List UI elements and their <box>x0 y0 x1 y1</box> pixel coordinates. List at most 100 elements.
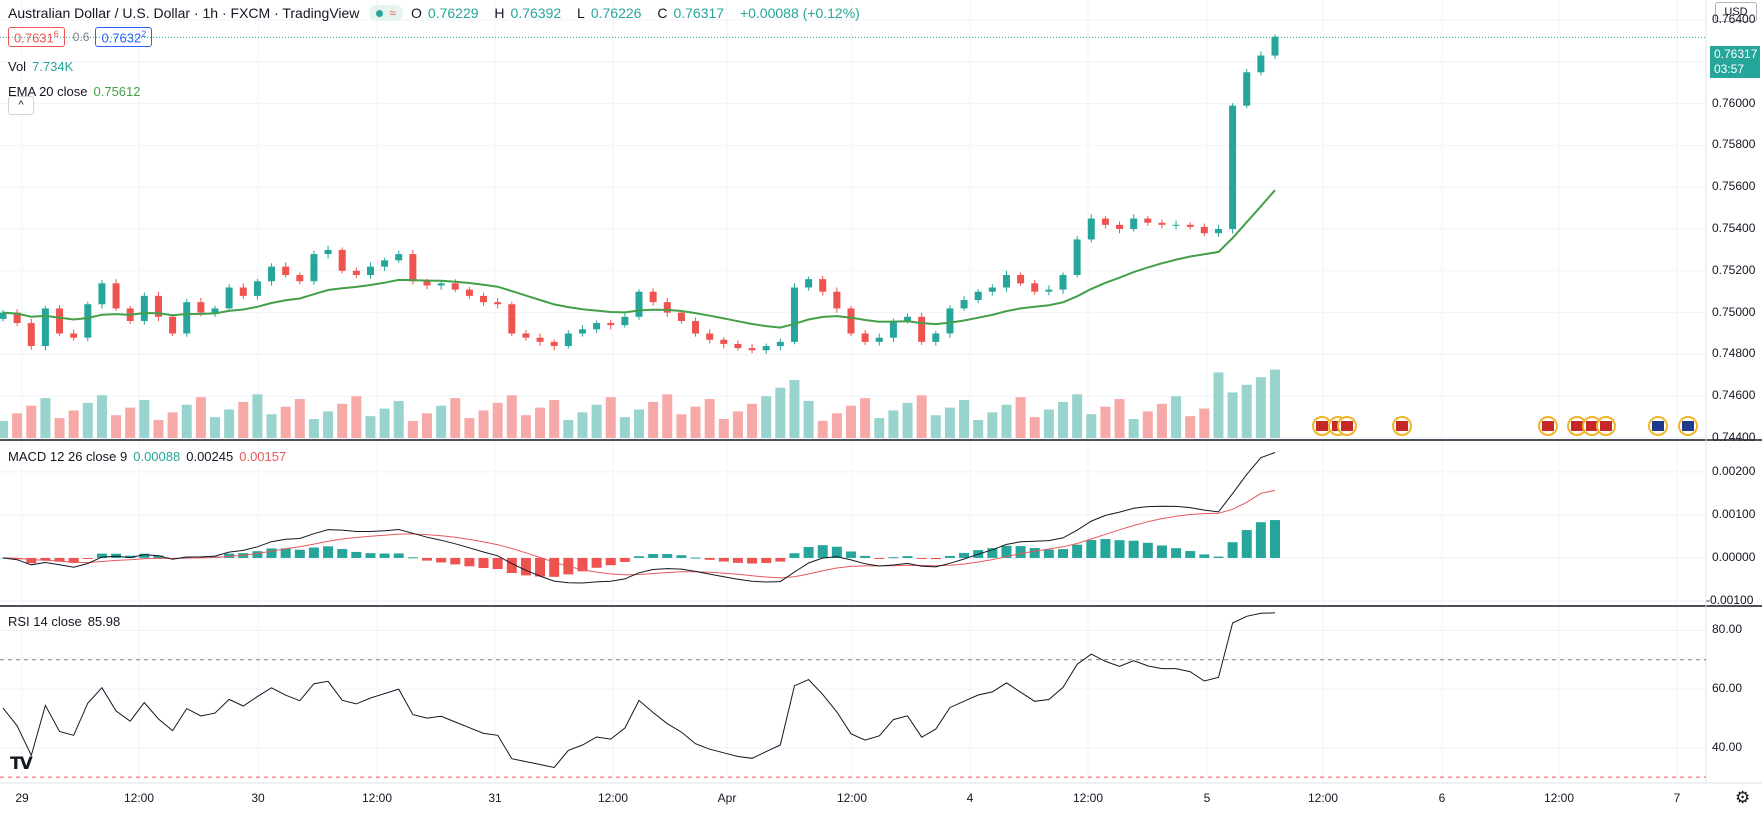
candle-body <box>423 281 431 286</box>
volume-bar <box>902 402 913 438</box>
candle-body <box>790 287 798 342</box>
volume-bar <box>1114 399 1125 438</box>
last-price-tag: 0.76317 03:57 <box>1710 46 1760 78</box>
volume-bar <box>68 410 79 438</box>
macd-hist-bar <box>1043 549 1054 558</box>
macd-hist-bar <box>902 556 913 558</box>
candle-body <box>522 333 530 338</box>
macd-hist-bar <box>1171 548 1182 558</box>
candle-body <box>0 312 7 319</box>
sell-button[interactable]: 0.76316 <box>8 27 65 48</box>
volume-bar <box>1128 419 1139 438</box>
macd-hist-bar <box>1227 542 1238 558</box>
candle-body <box>946 308 954 334</box>
macd-hist-bar <box>619 557 630 562</box>
macd-hist-bar <box>718 557 729 562</box>
buy-button[interactable]: 0.76322 <box>95 27 153 48</box>
flag-fill <box>1652 421 1664 431</box>
candle-body <box>974 291 982 301</box>
candle-body <box>494 302 502 305</box>
candle-body <box>847 308 855 334</box>
candle-body <box>465 289 473 296</box>
candle-body <box>776 341 784 347</box>
volume-bar <box>718 419 729 438</box>
tradingview-logo-icon[interactable]: TV <box>10 754 33 774</box>
collapse-legend-button[interactable]: ^ <box>8 96 34 115</box>
candle-body <box>1172 224 1180 226</box>
candle-body <box>932 333 940 342</box>
candle-body <box>1017 274 1025 284</box>
macd-hist-bar <box>407 557 418 559</box>
candle-body <box>875 337 883 342</box>
volume-bar <box>1029 417 1040 438</box>
macd-hist-bar <box>662 554 673 558</box>
volume-bar <box>323 411 334 438</box>
candle-body <box>13 312 21 324</box>
flag-fill <box>1316 421 1328 431</box>
macd-hist-bar <box>1114 540 1125 558</box>
symbol-title[interactable]: Australian Dollar / U.S. Dollar · 1h · F… <box>8 5 360 21</box>
volume-bar <box>12 413 23 438</box>
time-axis-label: 12:00 <box>1307 791 1339 805</box>
volume-bar <box>704 399 715 438</box>
volume-bar <box>577 412 588 438</box>
macd-hist-bar <box>860 555 871 558</box>
candle-body <box>1214 229 1222 234</box>
volume-bar <box>252 394 263 438</box>
candle-body <box>409 254 417 282</box>
macd-hist-bar <box>1213 556 1224 558</box>
candle-body <box>324 249 332 255</box>
candle-body <box>1002 274 1010 288</box>
macd-hist-bar <box>676 555 687 558</box>
market-status-badge[interactable]: ≈ <box>369 5 404 21</box>
macd-hist-bar <box>1015 546 1026 558</box>
macd-hist-bar <box>591 557 602 568</box>
candle-body <box>720 339 728 344</box>
volume-legend[interactable]: Vol 7.734K <box>8 59 74 74</box>
candle-body <box>706 333 714 340</box>
candle-body <box>593 323 601 330</box>
time-axis-label: 31 <box>488 791 502 805</box>
candle-body <box>1271 36 1279 56</box>
volume-bar <box>662 394 673 438</box>
candle-body <box>564 333 572 347</box>
macd-legend[interactable]: MACD 12 26 close 9 0.00088 0.00245 0.001… <box>8 449 287 464</box>
macd-axis-label: 0.00000 <box>1712 549 1756 564</box>
candle-body <box>1031 283 1039 292</box>
macd-hist-bar <box>82 557 93 559</box>
volume-bar <box>125 407 136 438</box>
candle-body <box>282 266 290 275</box>
volume-bar <box>210 417 220 438</box>
candle-body <box>84 304 92 338</box>
volume-bar <box>959 400 970 438</box>
time-axis-label: 12:00 <box>123 791 155 805</box>
candle-body <box>211 308 219 313</box>
rsi-line <box>2 612 1276 769</box>
volume-bar <box>846 405 856 438</box>
gear-icon[interactable]: ⚙ <box>1735 788 1751 807</box>
time-axis-label: 12:00 <box>1072 791 1104 805</box>
candle-body <box>819 279 827 292</box>
volume-bar <box>676 414 687 438</box>
candle-body <box>762 346 770 351</box>
macd-hist-bar <box>436 557 447 563</box>
volume-bar <box>308 419 319 438</box>
candle-body <box>677 312 685 321</box>
volume-bar <box>634 409 644 438</box>
rsi-axis-label: 80.00 <box>1712 622 1743 637</box>
macd-hist-bar <box>732 557 743 563</box>
macd-hist-bar <box>549 557 560 577</box>
currency-dropdown[interactable]: USD <box>1715 2 1757 22</box>
change-value: +0.00088 (+0.12%) <box>739 5 860 21</box>
rsi-legend[interactable]: RSI 14 close 85.98 <box>8 614 121 629</box>
macd-hist-bar <box>224 553 235 558</box>
macd-hist-bar <box>761 557 772 563</box>
market-open-icon <box>376 9 384 17</box>
candle-body <box>395 254 403 261</box>
ema-legend[interactable]: EMA 20 close 0.75612 <box>8 84 141 99</box>
time-axis-label: 30 <box>251 791 265 805</box>
macd-hist-bar <box>26 557 37 564</box>
macd-hist-bar <box>1086 540 1097 558</box>
flag-fill <box>1586 421 1598 431</box>
